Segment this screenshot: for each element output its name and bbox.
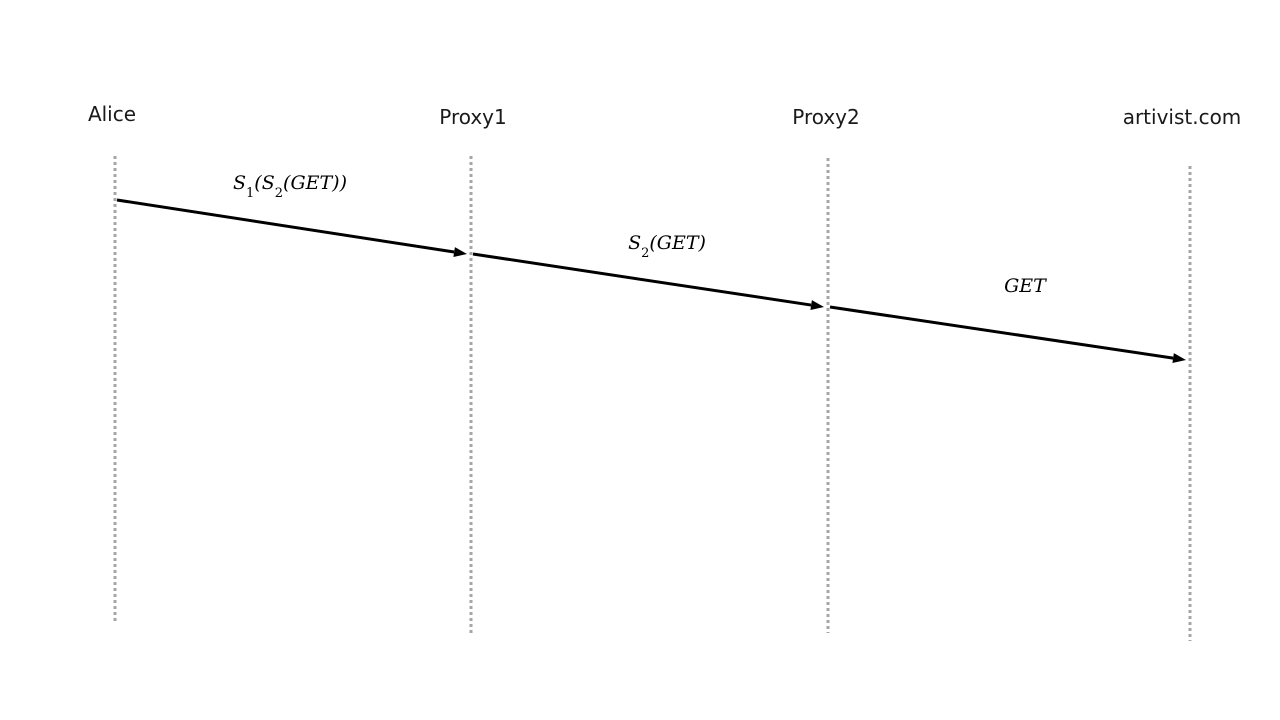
message-arrow-alice-to-proxy1 xyxy=(116,198,455,254)
participant-label-artivist: artivist.com xyxy=(1123,105,1242,129)
message-arrow-proxy2-to-artivist xyxy=(829,305,1174,360)
messages: S1(S2(GET))S2(GET)GET xyxy=(116,172,1186,364)
label-text: (GET)) xyxy=(283,172,347,194)
label-text: S xyxy=(628,232,641,254)
arrowhead-icon xyxy=(810,300,824,311)
participant-label-alice: Alice xyxy=(88,102,136,126)
label-subscript: 2 xyxy=(641,246,649,261)
label-text: ( xyxy=(254,172,262,194)
message-label-proxy1-to-proxy2: S2(GET) xyxy=(628,232,706,261)
participant-label-proxy2: Proxy2 xyxy=(792,105,860,129)
label-text: S xyxy=(233,172,246,194)
lifelines xyxy=(113,156,1192,641)
label-text: S xyxy=(262,172,275,194)
participants: Alice Proxy1 Proxy2 artivist.com xyxy=(88,102,1241,129)
label-text: (GET) xyxy=(649,232,706,254)
arrowhead-icon xyxy=(453,247,467,257)
label-subscript: 1 xyxy=(246,186,254,201)
participant-label-proxy1: Proxy1 xyxy=(439,105,507,129)
message-label-alice-to-proxy1: S1(S2(GET)) xyxy=(233,172,347,201)
message-label-proxy2-to-artivist: GET xyxy=(1004,275,1047,297)
arrowhead-icon xyxy=(1172,353,1186,364)
label-subscript: 2 xyxy=(275,186,283,201)
label-text: GET xyxy=(1004,275,1047,297)
message-arrow-proxy1-to-proxy2 xyxy=(472,252,812,307)
